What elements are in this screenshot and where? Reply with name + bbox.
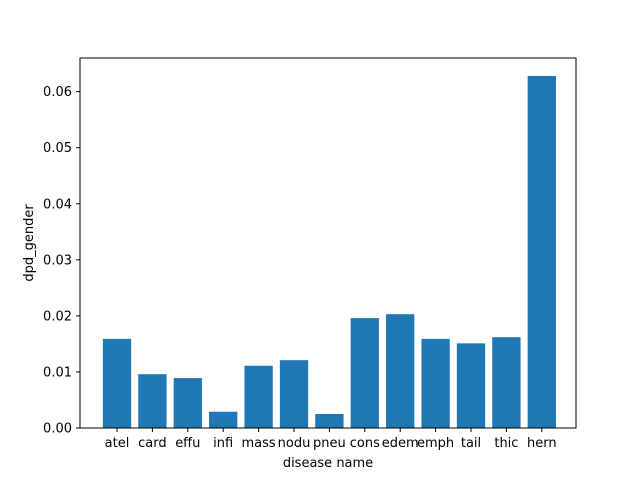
x-tick-label: atel — [105, 436, 130, 451]
bar-emph — [421, 338, 450, 428]
x-tick-label: thic — [494, 436, 518, 451]
x-axis-ticks: atel card effu infi mass nodu pneu cons edememph… — [105, 428, 557, 451]
x-tick-label: pneu — [313, 436, 346, 451]
y-axis-ticks: 0.00 0.01 0.02 0.03 0.04 0.05 0.06 — [43, 85, 80, 437]
y-tick-label: 0.02 — [43, 309, 72, 324]
x-tick-label: edem — [382, 436, 419, 451]
y-tick-label: 0.05 — [43, 141, 72, 156]
y-tick-label: 0.01 — [43, 365, 72, 380]
bar-hern — [527, 75, 556, 428]
bar-atel — [102, 338, 132, 428]
x-tick-label: cons — [350, 436, 380, 451]
bar-nodu — [279, 360, 309, 428]
x-tick-label: infi — [213, 436, 233, 451]
y-axis-label: dpd_gender — [22, 204, 37, 282]
x-tick-label: tail — [461, 436, 481, 451]
bar-tail — [456, 343, 486, 428]
bar-cons — [350, 318, 379, 428]
x-tick-label: effu — [175, 436, 200, 451]
x-tick-label: hern — [527, 436, 557, 451]
bar-pneu — [315, 413, 344, 428]
plot-frame — [79, 57, 577, 429]
bars-group — [102, 75, 556, 428]
x-tick-label: card — [138, 436, 166, 451]
x-tick-label: nodu — [278, 436, 311, 451]
y-tick-label: 0.00 — [43, 422, 72, 437]
bar-thic — [492, 337, 521, 428]
bar-effu — [173, 378, 202, 428]
bar-edem — [386, 314, 415, 428]
x-tick-label: emph — [417, 436, 454, 451]
y-tick-label: 0.03 — [43, 253, 72, 268]
x-tick-label: mass — [242, 436, 276, 451]
bar-mass — [244, 365, 273, 428]
x-axis-label: disease name — [283, 456, 373, 471]
y-tick-label: 0.04 — [43, 197, 72, 212]
bar-card — [138, 374, 167, 428]
bar-infi — [209, 411, 238, 428]
y-tick-label: 0.06 — [43, 85, 72, 100]
